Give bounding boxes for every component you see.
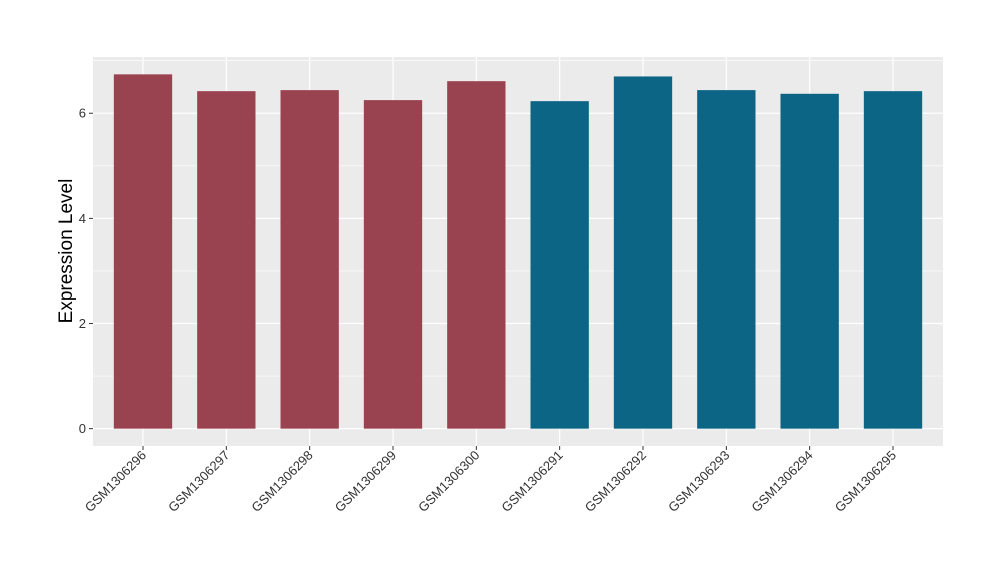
- bars: [113, 74, 923, 429]
- y-tick-label: 2: [79, 316, 86, 331]
- x-tick-label: GSM1306293: [665, 448, 732, 515]
- x-tick-label: GSM1306300: [415, 448, 482, 515]
- x-tick-label: GSM1306291: [498, 448, 565, 515]
- y-tick-label: 0: [79, 421, 86, 436]
- bar: [863, 91, 923, 429]
- y-axis: 0 2 4 6: [79, 106, 93, 436]
- bar: [613, 76, 673, 429]
- bar: [530, 101, 589, 429]
- x-tick-label: GSM1306296: [82, 448, 149, 515]
- x-tick-label: GSM1306295: [832, 448, 899, 515]
- bar: [447, 81, 506, 429]
- y-tick-label: 4: [79, 211, 86, 226]
- y-tick-label: 6: [79, 106, 86, 121]
- x-tick-label: GSM1306292: [582, 448, 649, 515]
- bar: [780, 93, 839, 429]
- x-tick-label: GSM1306294: [748, 448, 815, 515]
- bar: [280, 90, 339, 429]
- bar: [113, 74, 173, 429]
- x-axis: GSM1306296 GSM1306297 GSM1306298 GSM1306299…: [82, 446, 899, 515]
- bar: [697, 90, 756, 429]
- x-tick-label: GSM1306297: [165, 448, 232, 515]
- x-tick-label: GSM1306299: [332, 448, 399, 515]
- x-tick-label: GSM1306298: [248, 448, 315, 515]
- y-axis-title: Expression Level: [56, 179, 77, 324]
- bar: [363, 100, 423, 429]
- bar: [197, 91, 256, 429]
